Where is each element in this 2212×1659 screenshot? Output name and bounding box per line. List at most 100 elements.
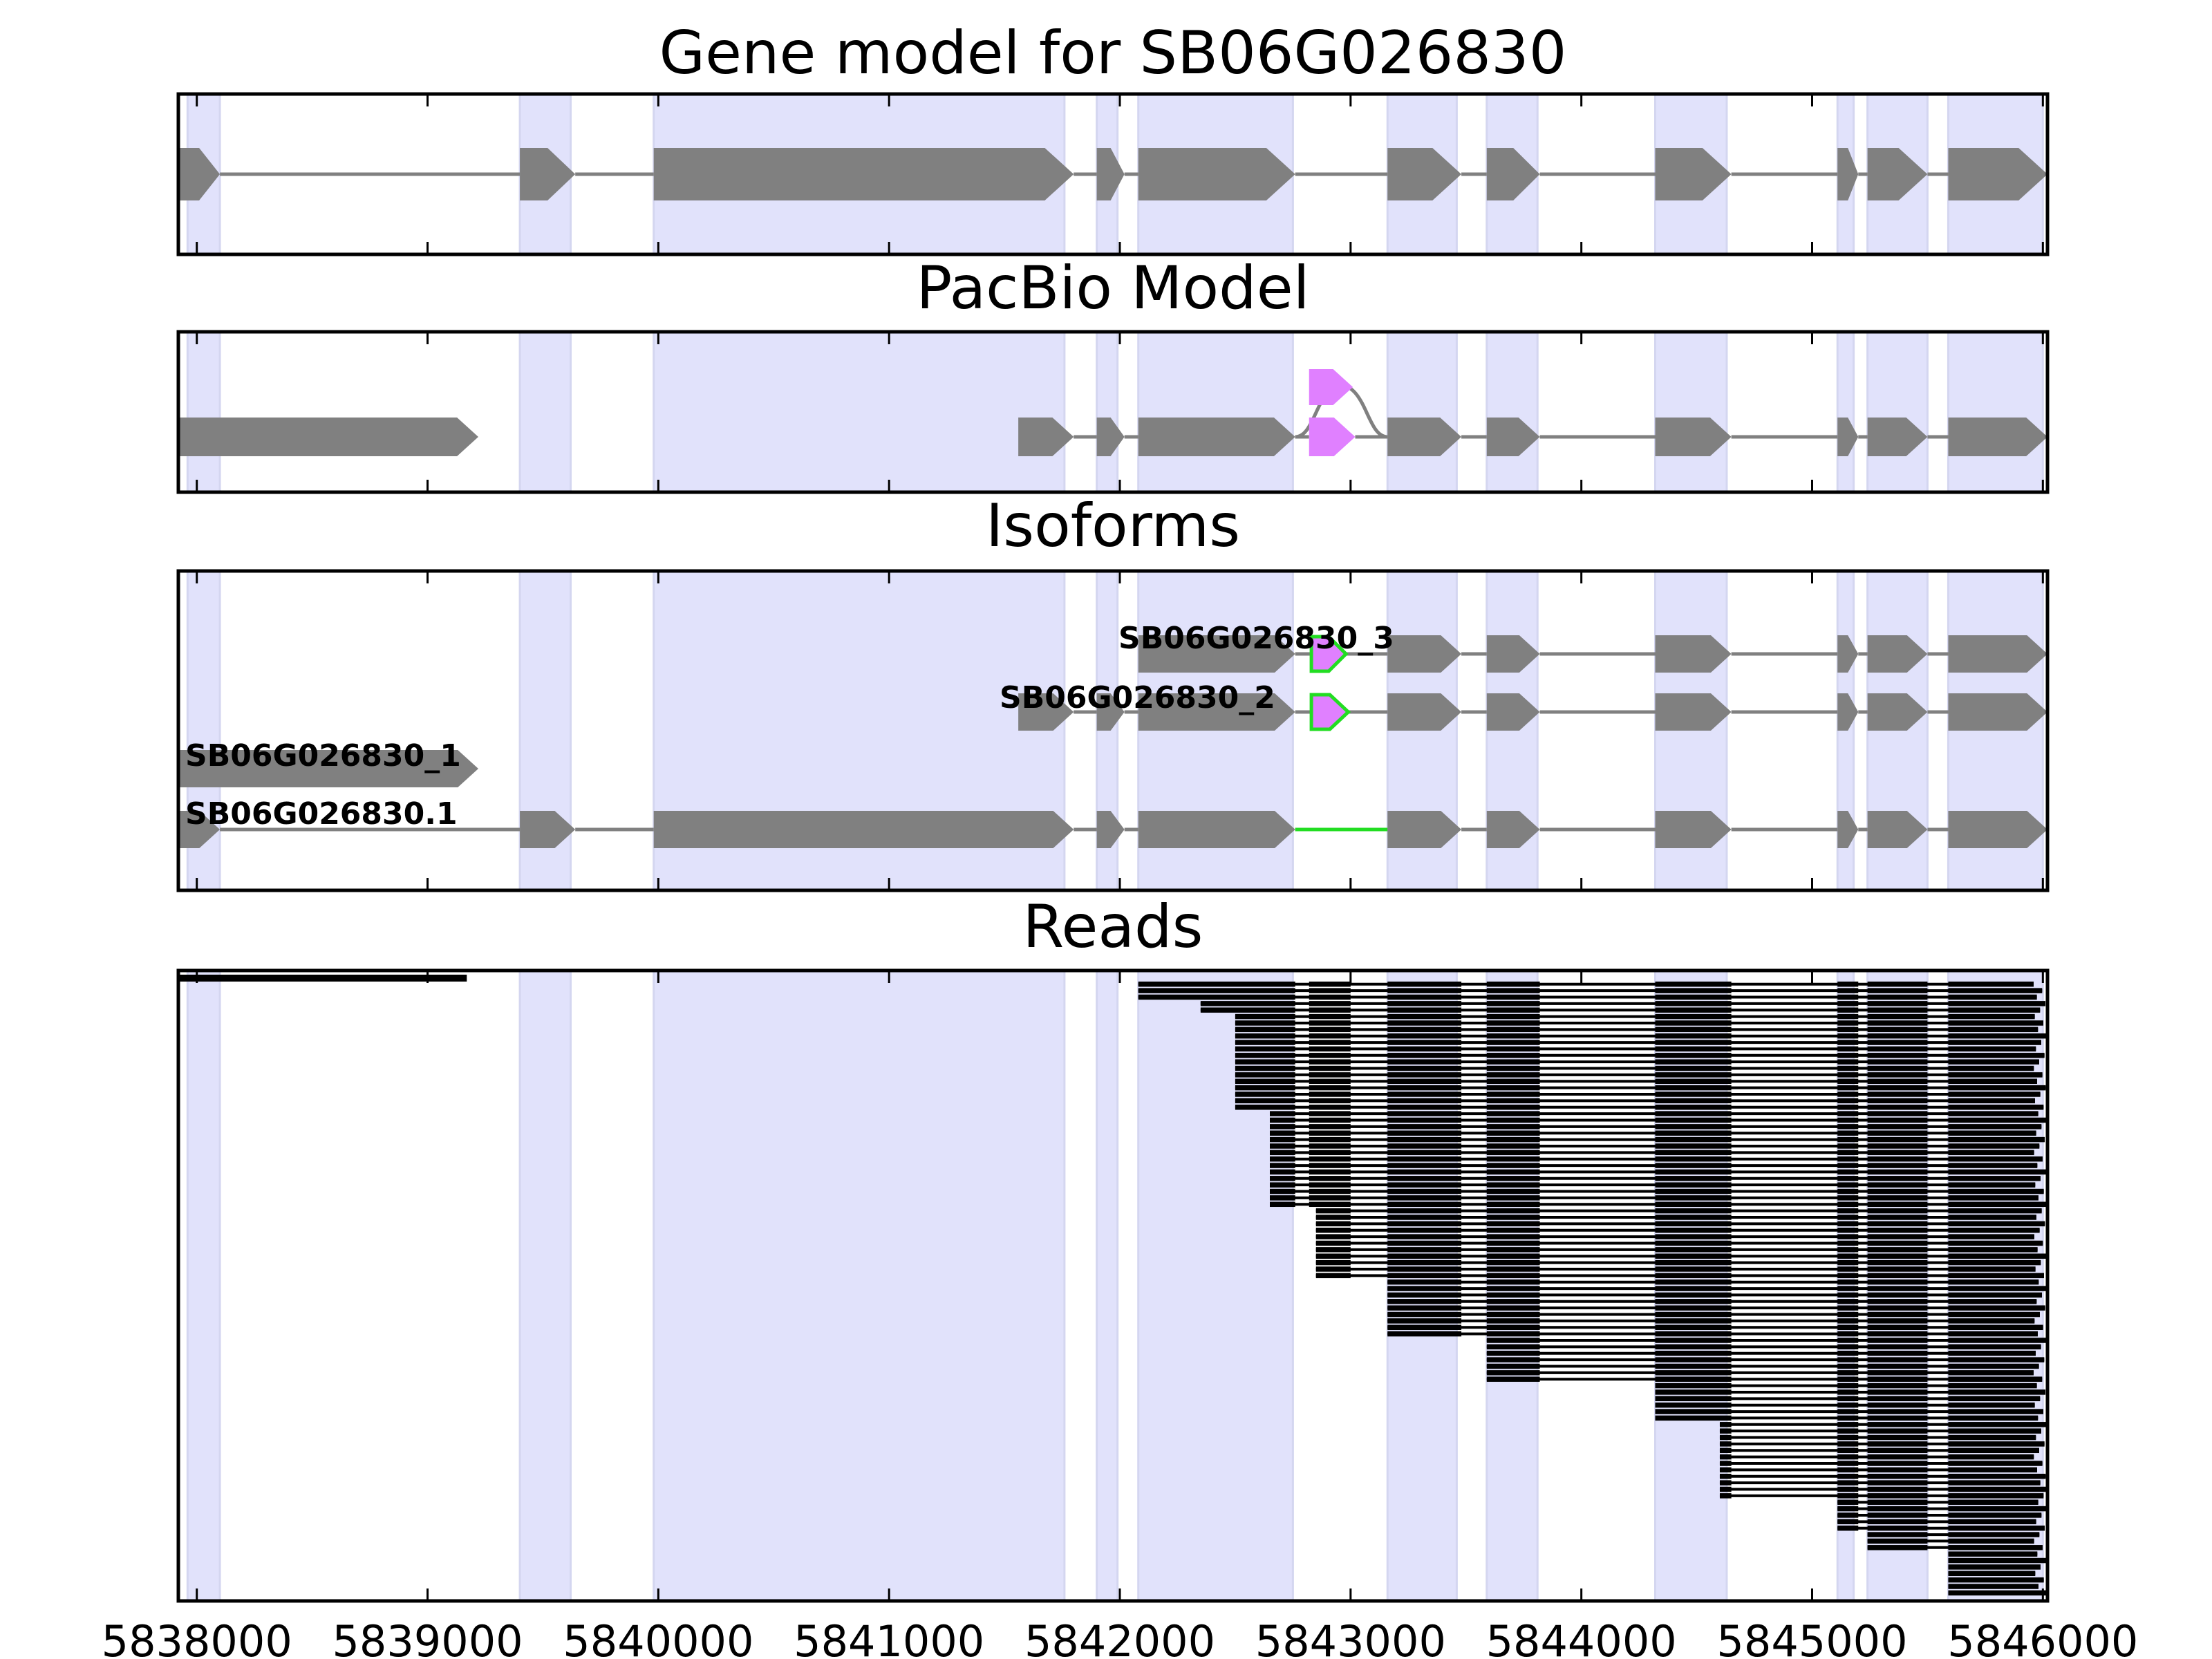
- read-block: [1948, 1480, 2041, 1485]
- read-block: [1387, 1324, 1462, 1331]
- read-block: [1867, 1396, 1928, 1402]
- read-block: [1837, 1434, 1859, 1441]
- read-block: [1867, 1027, 1928, 1033]
- read-block: [1486, 1338, 1540, 1343]
- read-block: [1309, 1156, 1351, 1162]
- read-block: [1387, 1136, 1462, 1143]
- read-block: [1655, 1156, 1732, 1162]
- read-block: [1387, 1150, 1462, 1156]
- read-block: [1948, 1499, 2038, 1505]
- read-block: [1837, 1013, 1859, 1020]
- read-block: [1948, 1344, 2041, 1350]
- read-block: [1837, 1525, 1859, 1531]
- read-block: [1486, 988, 1540, 993]
- read-block: [1948, 1331, 2038, 1337]
- gene-exon: [178, 148, 221, 200]
- read-block: [1387, 1240, 1462, 1246]
- read-block: [1387, 1234, 1462, 1239]
- read-block: [1235, 1098, 1295, 1104]
- read-block: [1867, 1124, 1928, 1130]
- read-block: [1235, 1027, 1295, 1033]
- read-block: [1867, 1013, 1928, 1020]
- read-block: [1867, 1163, 1928, 1168]
- read-block: [1867, 1318, 1928, 1324]
- isoform-alt-exon: [1309, 693, 1351, 731]
- read-block: [1948, 1273, 2044, 1279]
- read-block: [1867, 1215, 1928, 1220]
- read-block: [1270, 1195, 1295, 1201]
- read-block: [1719, 1474, 1732, 1479]
- read-block: [1655, 1318, 1732, 1324]
- isoform-alt-exon: [1309, 635, 1349, 673]
- read-block: [1867, 1382, 1928, 1389]
- read-block: [1270, 1182, 1295, 1188]
- read-block: [1486, 1376, 1540, 1382]
- read-block: [1948, 1493, 2044, 1499]
- read-block: [1948, 1053, 2045, 1058]
- read-block: [1948, 1182, 2036, 1188]
- read-block: [1837, 1499, 1859, 1505]
- read-block: [1837, 1363, 1859, 1369]
- read-block: [1486, 1273, 1540, 1279]
- pacbio-exon: [1387, 418, 1462, 456]
- read-block: [1867, 1506, 1928, 1512]
- gene-exon: [1655, 148, 1732, 200]
- isoform-exon: [1867, 693, 1928, 731]
- read-block: [1837, 1117, 1859, 1123]
- read-block: [1486, 1259, 1540, 1266]
- read-block: [1837, 1046, 1859, 1052]
- read-block: [1837, 1065, 1859, 1071]
- read-block: [1837, 1085, 1859, 1091]
- read-block: [1948, 1169, 2046, 1175]
- read-block: [1867, 1467, 1928, 1473]
- exon-shade-band: [186, 969, 221, 1602]
- read-block: [1837, 994, 1859, 1000]
- pacbio-exon: [1096, 418, 1125, 456]
- panel-frame: [176, 569, 2050, 892]
- read-block: [1867, 1195, 1928, 1201]
- read-block: [1867, 1538, 1928, 1544]
- read-block: [1387, 1020, 1462, 1026]
- read-block: [1837, 1111, 1859, 1116]
- read-block: [1309, 1201, 1351, 1208]
- read-block: [1867, 1409, 1928, 1414]
- read-block: [1486, 1240, 1540, 1246]
- read-block: [1837, 1253, 1859, 1259]
- read-block: [1235, 1072, 1295, 1078]
- read-block: [1837, 1311, 1859, 1318]
- read-block: [1387, 1221, 1462, 1227]
- read-block: [1655, 1311, 1732, 1318]
- read-block: [1309, 1065, 1351, 1071]
- read-block: [1315, 1273, 1351, 1279]
- read-block: [1387, 1046, 1462, 1052]
- read-block: [1837, 1259, 1859, 1266]
- exon-shade-band: [1137, 969, 1294, 1602]
- read-block: [1948, 994, 2037, 1000]
- read-block: [1867, 1130, 1928, 1136]
- read-block: [1309, 1040, 1351, 1045]
- isoform-label: SB06G026830_1: [185, 738, 461, 774]
- read-block: [1655, 1415, 1732, 1421]
- read-block: [1837, 1396, 1859, 1402]
- read-block: [1948, 1305, 2045, 1311]
- read-block: [1837, 1376, 1859, 1382]
- read-block: [1719, 1467, 1732, 1473]
- read-block: [1655, 1085, 1732, 1091]
- read-block: [1867, 1519, 1928, 1525]
- read-block: [1655, 1111, 1732, 1116]
- read-block: [1655, 1143, 1732, 1149]
- read-block: [1948, 1351, 2036, 1356]
- read-block: [1948, 1363, 2039, 1369]
- read-block: [1270, 1156, 1295, 1162]
- read-block: [1867, 1059, 1928, 1065]
- pacbio-exon: [1948, 418, 2047, 456]
- read-block: [1387, 1065, 1462, 1071]
- read-block: [1837, 1402, 1859, 1408]
- read-block: [1867, 1020, 1928, 1026]
- read-block: [1655, 1382, 1732, 1389]
- read-block: [1387, 1117, 1462, 1123]
- read-block: [1837, 1305, 1859, 1311]
- read-block: [1837, 1292, 1859, 1298]
- isoform-exon: [1018, 693, 1074, 731]
- gene-exon: [1867, 148, 1928, 200]
